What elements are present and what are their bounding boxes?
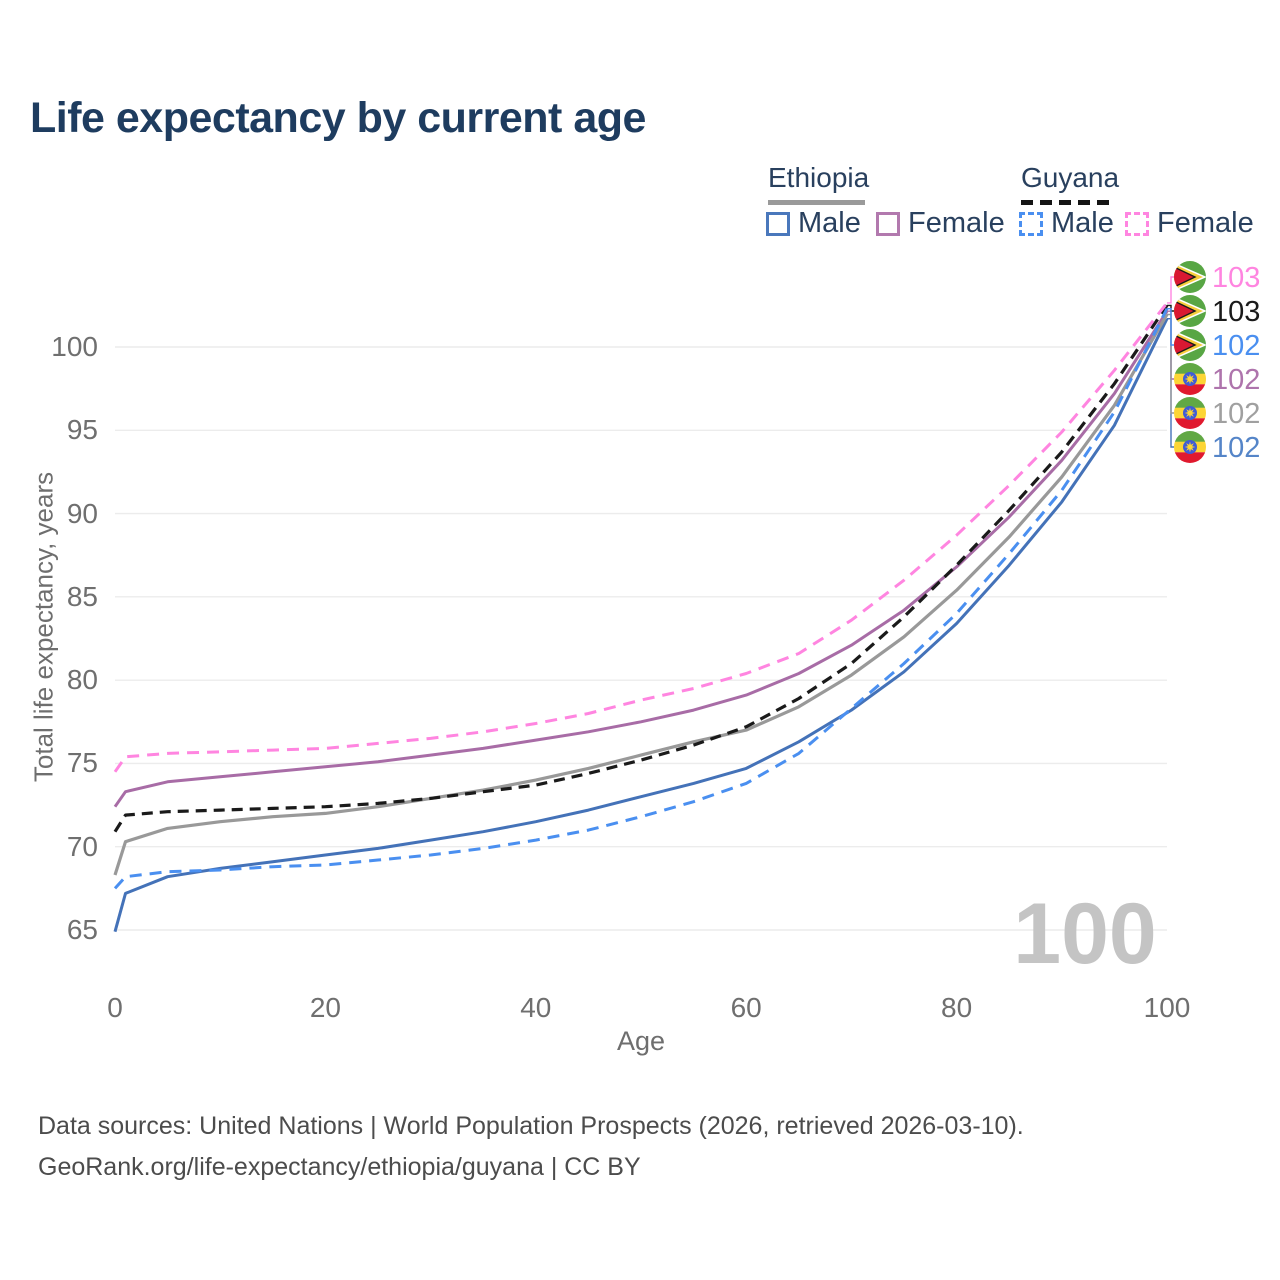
- x-axis-title: Age: [616, 1026, 666, 1056]
- y-tick-90: 90: [66, 497, 98, 529]
- legend-underline-guyana: [1021, 200, 1109, 205]
- guyana-flag-icon: [1174, 261, 1206, 293]
- legend-item-ethiopia-male[interactable]: Male: [766, 207, 861, 240]
- watermark: 100: [1013, 886, 1157, 982]
- guyana-flag-icon: [1174, 295, 1206, 327]
- legend-label: Male: [798, 207, 861, 239]
- end-label-ethiopia-male: 102: [1212, 432, 1260, 464]
- footer-attribution: GeoRank.org/life-expectancy/ethiopia/guy…: [38, 1153, 641, 1181]
- page-title: Life expectancy by current age: [30, 94, 646, 142]
- legend-group-guyana: Guyana: [1021, 162, 1119, 205]
- footer-data-sources: Data sources: United Nations | World Pop…: [38, 1112, 1024, 1140]
- ethiopia-flag-icon: [1174, 431, 1206, 463]
- legend-country-ethiopia: Ethiopia: [768, 162, 870, 193]
- end-label-guyana-both-sexes: 103: [1212, 296, 1260, 328]
- end-label-guyana-female: 103: [1212, 262, 1260, 294]
- legend-item-guyana-female[interactable]: Female: [1125, 207, 1254, 240]
- series-line-ethiopia-male[interactable]: [113, 318, 1169, 933]
- legend-underline-ethiopia: [768, 200, 865, 205]
- series-line-ethiopia-female[interactable]: [113, 310, 1169, 808]
- legend-label: Female: [1157, 207, 1254, 239]
- end-label-ethiopia-both-sexes: 102: [1212, 398, 1260, 430]
- y-tick-75: 75: [66, 747, 98, 779]
- y-tick-65: 65: [66, 914, 98, 945]
- x-tick-40: 40: [520, 992, 552, 1023]
- end-label-guyana-male: 102: [1212, 330, 1260, 362]
- series-line-guyana-both-sexes[interactable]: [113, 304, 1169, 833]
- leader-line-guyana-male: [1167, 308, 1174, 346]
- ethiopia-female-swatch-icon: [876, 211, 900, 236]
- x-tick-0: 0: [107, 992, 123, 1023]
- guyana-flag-icon: [1174, 329, 1206, 361]
- y-tick-70: 70: [66, 830, 98, 862]
- legend-item-guyana-male[interactable]: Male: [1019, 207, 1114, 240]
- x-tick-80: 80: [941, 992, 973, 1023]
- x-tick-100: 100: [1143, 992, 1191, 1023]
- footer: Data sources: United Nations | World Pop…: [38, 1106, 1024, 1188]
- legend-group-ethiopia: Ethiopia: [768, 162, 869, 205]
- ethiopia-flag-icon: [1174, 397, 1206, 429]
- guyana-female-swatch-icon: [1125, 211, 1149, 236]
- ethiopia-male-swatch-icon: [766, 211, 790, 236]
- y-tick-95: 95: [66, 414, 98, 446]
- legend-country-guyana: Guyana: [1021, 162, 1120, 193]
- legend-label: Male: [1051, 207, 1114, 239]
- x-tick-20: 20: [309, 992, 341, 1023]
- series-line-guyana-female[interactable]: [113, 301, 1169, 773]
- series-line-ethiopia-both-sexes[interactable]: [113, 313, 1169, 876]
- leader-line-ethiopia-both-sexes: [1167, 313, 1174, 414]
- series-line-guyana-male[interactable]: [113, 308, 1169, 890]
- end-label-ethiopia-female: 102: [1212, 364, 1260, 396]
- legend-label: Female: [908, 207, 1005, 239]
- y-tick-80: 80: [66, 664, 98, 696]
- y-tick-100: 100: [51, 331, 98, 362]
- leader-line-guyana-female: [1167, 276, 1174, 304]
- x-tick-60: 60: [730, 992, 762, 1023]
- legend-item-ethiopia-female[interactable]: Female: [876, 207, 1005, 240]
- guyana-male-swatch-icon: [1019, 211, 1043, 236]
- y-tick-85: 85: [66, 580, 98, 612]
- ethiopia-flag-icon: [1174, 363, 1206, 395]
